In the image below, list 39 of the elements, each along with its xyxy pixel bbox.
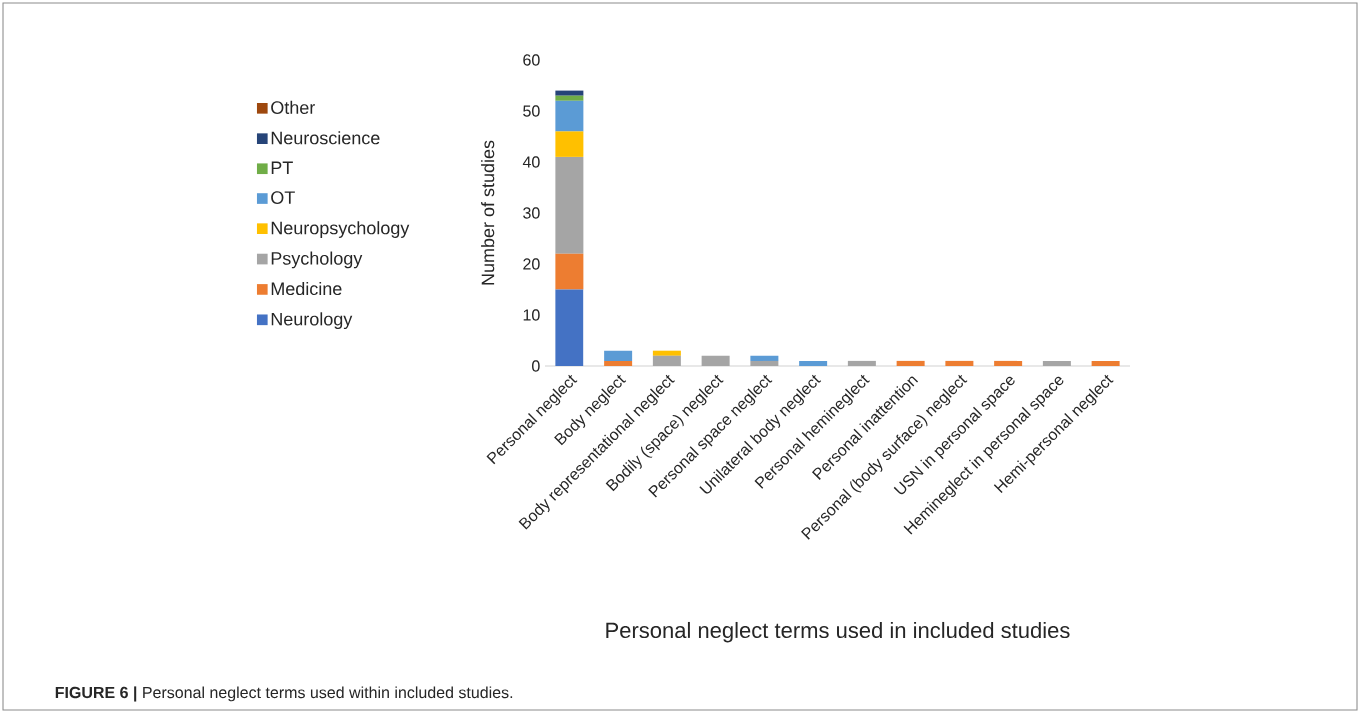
y-tick-label: 0 (532, 360, 540, 372)
bar (1042, 360, 1071, 366)
bar (555, 95, 584, 101)
bar (604, 350, 633, 361)
y-tick-label: 40 (522, 156, 540, 168)
bar (847, 360, 876, 366)
legend-label: Psychology (271, 251, 363, 269)
legend-label: Neuropsychology (271, 221, 410, 238)
legend-label: PT (271, 161, 293, 174)
legend-label: Other (271, 100, 315, 114)
bar (555, 156, 584, 254)
bar (701, 355, 730, 366)
bar (945, 360, 974, 366)
bar (555, 289, 584, 366)
bar (652, 355, 681, 366)
bar (994, 360, 1023, 366)
x-axis-title: Personal neglect terms used in included studies (606, 621, 1070, 643)
legend-label: Medicine (271, 281, 342, 296)
text: FIGURE 6 | Personal neglect terms used within included studies. (55, 686, 513, 702)
bar (799, 360, 828, 366)
legend-label: OT (271, 191, 295, 204)
bar (555, 131, 584, 157)
bar (555, 90, 584, 96)
bar (750, 360, 779, 366)
legend-label: Neurology (271, 312, 353, 330)
bar (1091, 360, 1120, 366)
bar (896, 360, 925, 366)
y-tick-label: 20 (523, 258, 540, 270)
y-axis-title: Number of studies (481, 140, 495, 285)
bar (555, 100, 584, 132)
bar (604, 360, 633, 366)
y-tick-label: 60 (523, 54, 540, 66)
bar (750, 355, 779, 361)
bar (652, 350, 681, 356)
y-tick-label: 30 (523, 207, 540, 219)
legend-label: Neuroscience (271, 131, 380, 145)
y-tick-label: 10 (523, 309, 540, 321)
bar (555, 253, 584, 290)
y-tick-label: 50 (523, 105, 540, 117)
